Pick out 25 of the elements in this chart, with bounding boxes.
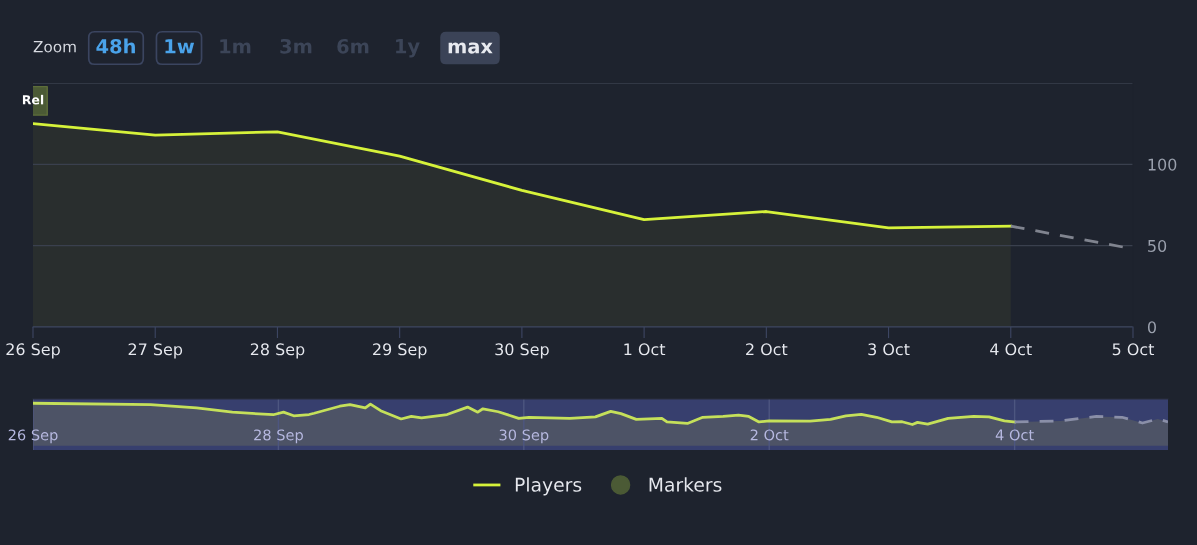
text: Zoom	[33, 41, 76, 53]
y-tick-label: 100	[1148, 158, 1177, 171]
x-tick-label: 30 Sep	[499, 429, 549, 444]
text: max	[448, 42, 493, 54]
legend-label: Players	[515, 477, 582, 496]
y-tick-label: 50	[1148, 239, 1167, 252]
legend-label: Markers	[649, 477, 722, 492]
text: 48h	[96, 38, 135, 54]
x-tick-label: 5 Oct	[1112, 343, 1155, 356]
x-tick-label: 4 Oct	[990, 343, 1032, 356]
x-tick-label: 26 Sep	[6, 343, 60, 359]
x-tick-label: 3 Oct	[868, 343, 910, 356]
x-tick-label: 4 Oct	[995, 429, 1034, 441]
text: 1w	[165, 39, 195, 54]
x-tick-label: 27 Sep	[128, 343, 183, 359]
x-tick-label: 28 Sep	[250, 343, 305, 359]
y-tick-label: 0	[1147, 321, 1156, 334]
x-tick-label: 2 Oct	[750, 429, 789, 441]
x-tick-label: 2 Oct	[746, 343, 788, 356]
x-tick-label: 30 Sep	[495, 343, 549, 359]
x-tick-label: 1 Oct	[624, 343, 666, 356]
x-tick-label: 26 Sep	[8, 429, 58, 444]
annotation: Rel	[22, 94, 44, 105]
x-tick-label: 28 Sep	[254, 429, 303, 444]
x-tick-label: 29 Sep	[373, 343, 427, 359]
